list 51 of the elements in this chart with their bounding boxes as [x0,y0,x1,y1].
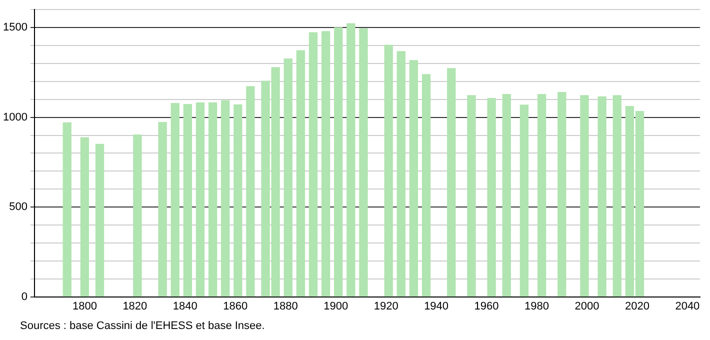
x-tick-label: 1840 [172,300,198,312]
bar [183,104,192,297]
bar [158,122,167,297]
y-tick-label: 1500 [2,22,28,34]
y-tick-label: 0 [21,290,28,303]
bar [537,94,546,297]
bar [598,96,606,297]
bar [133,134,142,297]
x-tick-label: 2020 [624,300,650,312]
bar [246,86,255,297]
bar [384,44,393,297]
x-tick-label: 1920 [374,300,398,312]
x-tick-label: 2040 [675,300,700,312]
x-tick-label: 1880 [273,300,298,312]
x-tick-label: 1800 [72,300,97,312]
y-tick-label: 1000 [2,111,28,124]
bar [170,102,180,297]
bar [612,95,622,297]
bar [359,28,368,297]
bar [447,68,456,297]
bar [296,50,306,297]
bar [284,58,292,297]
x-tick-label: 1820 [122,300,148,312]
bar [321,31,330,297]
bar [334,27,343,297]
bar [95,144,104,297]
x-tick-label: 1860 [223,300,248,312]
x-tick-label: 2000 [574,300,600,312]
bar [558,92,566,297]
bar [580,95,589,297]
bar [346,23,356,297]
bar [62,122,72,297]
bar [409,60,418,297]
bar [502,94,511,297]
x-tick-label: 1900 [324,300,348,312]
bar [396,51,406,297]
source-note: Sources : base Cassini de l'EHESS et base Insee. [20,320,266,332]
bar [487,98,496,297]
bar [221,100,230,297]
y-tick-label: 500 [9,201,28,214]
bar [208,102,218,297]
bar [520,104,529,297]
bar [234,104,242,297]
bar [467,95,476,297]
x-tick-label: 1980 [524,300,549,312]
x-tick-label: 1960 [474,300,499,312]
bar [308,32,318,297]
bar [196,102,205,297]
x-tick-label: 1940 [424,300,449,312]
bar [422,74,431,297]
bar [80,137,90,297]
